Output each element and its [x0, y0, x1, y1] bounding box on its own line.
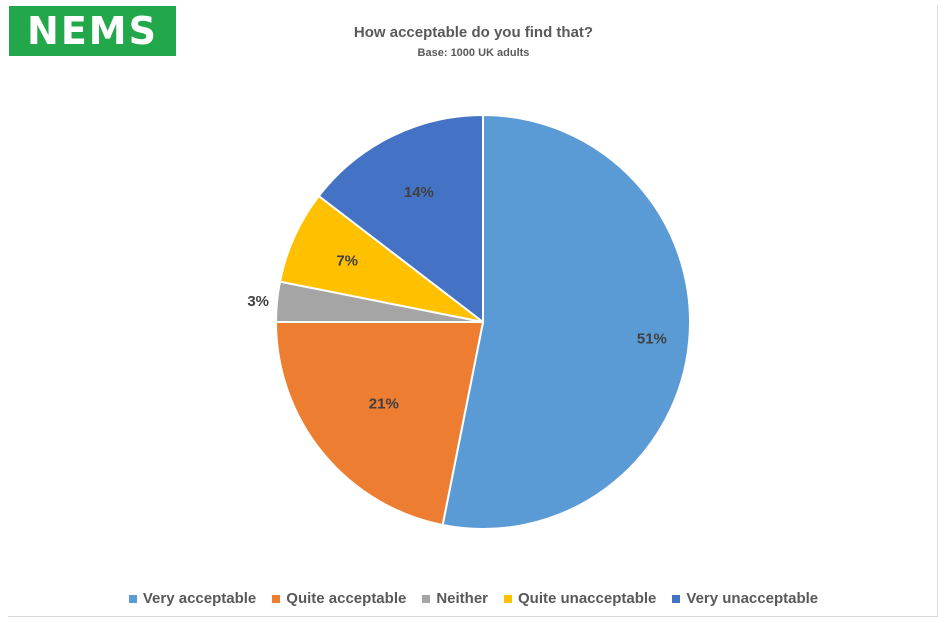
nems-logo: NEMS	[9, 6, 176, 56]
legend-item-neither: Neither	[422, 590, 488, 607]
chart-border	[8, 6, 938, 617]
pie-slice-quite-acceptable	[274, 321, 485, 527]
legend-label: Neither	[436, 590, 489, 607]
legend-swatch	[422, 594, 431, 603]
legend-label: Very acceptable	[142, 590, 257, 607]
legend-swatch	[504, 594, 513, 603]
data-label-very-acceptable: 51%	[637, 331, 667, 348]
pie-slice-very-unacceptable	[317, 113, 484, 325]
legend-item-very-acceptable: Very acceptable	[128, 590, 257, 607]
legend-label: Quite acceptable	[286, 590, 407, 607]
data-label-neither: 3%	[247, 293, 269, 310]
chart-subtitle: Base: 1000 UK adults	[417, 47, 530, 59]
legend-swatch	[128, 594, 137, 603]
legend-swatch	[272, 594, 281, 603]
legend-item-very-unacceptable: Very unacceptable	[672, 590, 818, 607]
legend: Very acceptable Quite acceptable Neither Qu…	[0, 590, 947, 607]
data-label-quite-acceptable: 21%	[369, 395, 399, 412]
chart-title: How acceptable do you find that?	[353, 24, 594, 41]
data-label-quite-unacceptable: 7%	[336, 253, 358, 270]
legend-item-quite-unacceptable: Quite unacceptable	[504, 590, 656, 607]
data-label-very-unacceptable: 14%	[404, 184, 434, 201]
legend-item-quite-acceptable: Quite acceptable	[272, 590, 406, 607]
legend-label: Quite unacceptable	[518, 590, 657, 607]
legend-swatch	[672, 594, 681, 603]
pie-slice-very-acceptable	[441, 113, 691, 530]
logo-text: NEMS	[27, 9, 158, 53]
legend-label: Very unacceptable	[686, 590, 819, 607]
